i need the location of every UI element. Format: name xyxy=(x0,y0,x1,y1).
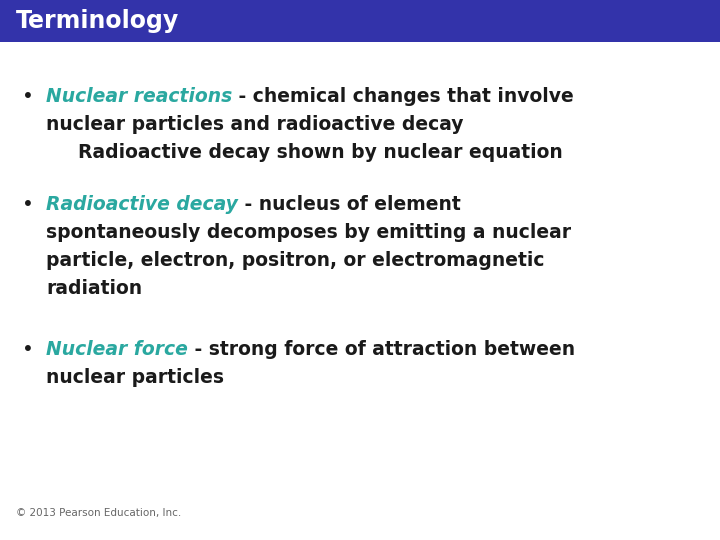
Bar xyxy=(0,0,720,42)
Text: Radioactive decay: Radioactive decay xyxy=(46,195,238,214)
Text: radiation: radiation xyxy=(46,279,142,298)
Text: •: • xyxy=(22,87,34,106)
Text: nuclear particles and radioactive decay: nuclear particles and radioactive decay xyxy=(46,115,464,134)
Text: Nuclear force: Nuclear force xyxy=(46,340,188,359)
Text: - nucleus of element: - nucleus of element xyxy=(238,195,461,214)
Text: - chemical changes that involve: - chemical changes that involve xyxy=(233,87,574,106)
Text: nuclear particles: nuclear particles xyxy=(46,368,224,387)
Text: © 2013 Pearson Education, Inc.: © 2013 Pearson Education, Inc. xyxy=(16,508,181,518)
Text: particle, electron, positron, or electromagnetic: particle, electron, positron, or electro… xyxy=(46,251,544,270)
Text: •: • xyxy=(22,340,34,359)
Text: Terminology: Terminology xyxy=(16,9,179,33)
Text: •: • xyxy=(22,195,34,214)
Text: Nuclear reactions: Nuclear reactions xyxy=(46,87,233,106)
Text: spontaneously decomposes by emitting a nuclear: spontaneously decomposes by emitting a n… xyxy=(46,223,571,242)
Text: - strong force of attraction between: - strong force of attraction between xyxy=(188,340,575,359)
Text: Radioactive decay shown by nuclear equation: Radioactive decay shown by nuclear equat… xyxy=(78,143,563,162)
